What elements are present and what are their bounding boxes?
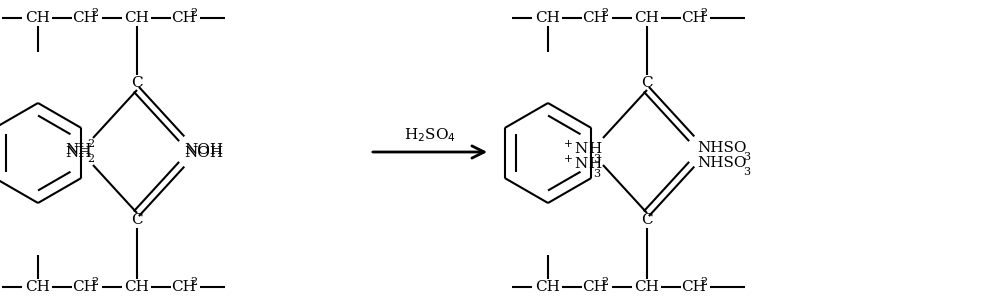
Text: CH: CH — [26, 280, 50, 294]
Text: CH: CH — [682, 11, 706, 25]
Text: CH: CH — [172, 11, 196, 25]
Text: C: C — [641, 76, 653, 90]
Text: H$_2$SO$_4$: H$_2$SO$_4$ — [404, 126, 456, 144]
Text: 2: 2 — [91, 8, 99, 18]
Text: C: C — [641, 213, 653, 227]
Text: $^+$NH: $^+$NH — [561, 139, 603, 157]
Text: 3: 3 — [593, 169, 601, 179]
Text: 2: 2 — [700, 277, 708, 287]
Text: CH: CH — [26, 11, 50, 25]
Text: CH: CH — [125, 280, 149, 294]
Text: CH: CH — [73, 11, 97, 25]
Text: NOH: NOH — [184, 146, 224, 160]
Text: CH: CH — [635, 11, 659, 25]
Text: CH: CH — [583, 11, 607, 25]
Text: $^+$NH: $^+$NH — [561, 154, 603, 172]
Text: C: C — [131, 213, 143, 227]
Text: 2: 2 — [91, 277, 99, 287]
Text: NOH: NOH — [184, 143, 224, 157]
Text: C: C — [131, 76, 143, 90]
Text: CH: CH — [125, 11, 149, 25]
Text: CH: CH — [172, 280, 196, 294]
Text: 2: 2 — [190, 8, 198, 18]
Text: 2: 2 — [601, 8, 609, 18]
Text: CH: CH — [682, 280, 706, 294]
Text: 3: 3 — [743, 167, 751, 177]
Text: CH: CH — [536, 280, 560, 294]
Text: NH: NH — [65, 143, 91, 157]
Text: 2: 2 — [87, 139, 95, 149]
Text: 2: 2 — [700, 8, 708, 18]
Text: 2: 2 — [601, 277, 609, 287]
Text: NHSO: NHSO — [697, 141, 747, 155]
Text: CH: CH — [536, 11, 560, 25]
Text: 3: 3 — [593, 154, 601, 164]
Text: CH: CH — [635, 280, 659, 294]
Text: 2: 2 — [87, 154, 95, 164]
Text: 3: 3 — [743, 152, 751, 162]
Text: NHSO: NHSO — [697, 156, 747, 170]
Text: CH: CH — [73, 280, 97, 294]
Text: NH: NH — [65, 146, 91, 160]
Text: CH: CH — [583, 280, 607, 294]
Text: 2: 2 — [190, 277, 198, 287]
